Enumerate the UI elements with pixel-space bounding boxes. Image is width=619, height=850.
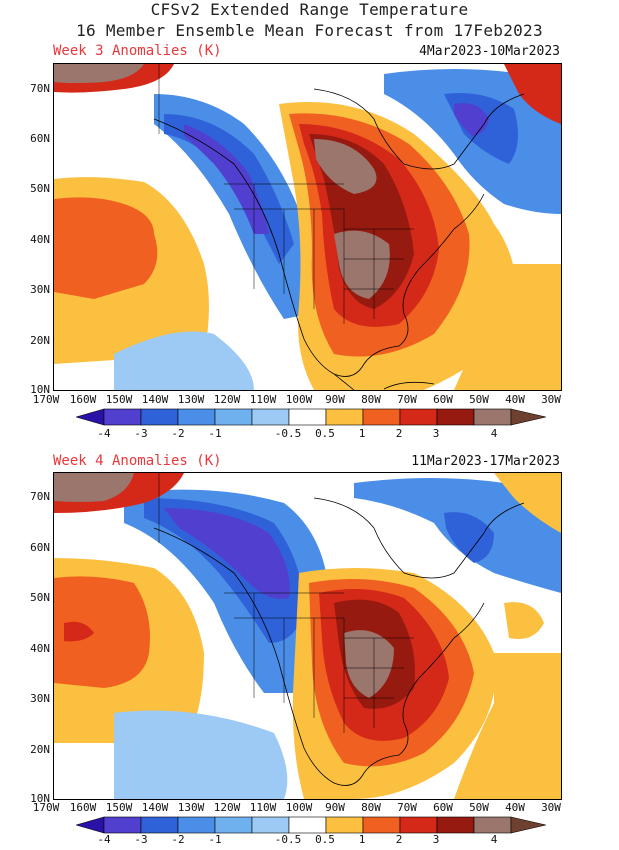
p1-lon-160w: 160W	[69, 393, 97, 406]
p1-lon-150w: 150W	[105, 393, 133, 406]
p1-lon-40w: 40W	[505, 393, 525, 406]
cb2-label-m2: -2	[171, 833, 185, 846]
p2-lat-10n: 10N	[30, 792, 50, 805]
p2-lon-130w: 130W	[177, 801, 205, 814]
panel2-label: Week 4 Anomalies (K)	[53, 453, 222, 469]
p2-lat-40n: 40N	[30, 642, 50, 655]
p1-lon-50w: 50W	[469, 393, 489, 406]
p1-lat-50n: 50N	[30, 182, 50, 195]
p2-lat-50n: 50N	[30, 591, 50, 604]
p2-lat-60n: 60N	[30, 541, 50, 554]
cb2-label-p1: 1	[358, 833, 366, 846]
cb2-label-p4: 4	[490, 833, 498, 846]
p2-lon-50w: 50W	[469, 801, 489, 814]
p1-lon-140w: 140W	[141, 393, 169, 406]
p2-lon-120w: 120W	[213, 801, 241, 814]
p1-lon-170w: 170W	[32, 393, 60, 406]
cb1-label-p4: 4	[490, 427, 498, 440]
cb1-label-p05: 0.5	[315, 427, 335, 440]
p2-lon-170w: 170W	[32, 801, 60, 814]
p1-lon-30w: 30W	[541, 393, 561, 406]
panel1-dates: 4Mar2023-10Mar2023	[419, 44, 560, 59]
p1-lat-30n: 30N	[30, 283, 50, 296]
p1-lat-70n: 70N	[30, 82, 50, 95]
p2-lat-30n: 30N	[30, 692, 50, 705]
p2-lon-160w: 160W	[69, 801, 97, 814]
week3-anomaly-map	[53, 63, 562, 391]
p1-lat-20n: 20N	[30, 334, 50, 347]
p2-lon-100w: 100W	[285, 801, 313, 814]
p1-lat-10n: 10N	[30, 383, 50, 396]
p2-lon-110w: 110W	[249, 801, 277, 814]
panel2-dates: 11Mar2023-17Mar2023	[411, 454, 560, 469]
panel1-label: Week 3 Anomalies (K)	[53, 43, 222, 59]
p2-lon-40w: 40W	[505, 801, 525, 814]
cb2-label-p3: 3	[432, 833, 440, 846]
p2-lat-70n: 70N	[30, 490, 50, 503]
p2-lon-70w: 70W	[397, 801, 417, 814]
p1-lon-100w: 100W	[285, 393, 313, 406]
cb1-label-m05: -0.5	[274, 427, 302, 440]
cb2-label-p05: 0.5	[315, 833, 335, 846]
cb2-label-p2: 2	[395, 833, 403, 846]
p1-lat-40n: 40N	[30, 233, 50, 246]
colorbar-week4	[74, 815, 547, 835]
cb2-label-m1: -1	[208, 833, 222, 846]
cb1-label-m3: -3	[134, 427, 148, 440]
cb1-label-m1: -1	[208, 427, 222, 440]
cb1-label-p3: 3	[432, 427, 440, 440]
p2-lon-60w: 60W	[433, 801, 453, 814]
p1-lon-60w: 60W	[433, 393, 453, 406]
p2-lat-20n: 20N	[30, 743, 50, 756]
p2-lon-90w: 90W	[325, 801, 345, 814]
p1-lon-80w: 80W	[361, 393, 381, 406]
p1-lon-130w: 130W	[177, 393, 205, 406]
p1-lon-120w: 120W	[213, 393, 241, 406]
cb1-label-p1: 1	[358, 427, 366, 440]
p2-lon-30w: 30W	[541, 801, 561, 814]
cb2-label-m4: -4	[97, 833, 111, 846]
week4-anomaly-map	[53, 472, 562, 800]
p2-lon-140w: 140W	[141, 801, 169, 814]
p1-lon-90w: 90W	[325, 393, 345, 406]
p1-lon-70w: 70W	[397, 393, 417, 406]
cb1-label-p2: 2	[395, 427, 403, 440]
p2-lon-150w: 150W	[105, 801, 133, 814]
title-line-2: 16 Member Ensemble Mean Forecast from 17…	[76, 21, 543, 40]
p2-lon-80w: 80W	[361, 801, 381, 814]
cb2-label-m3: -3	[134, 833, 148, 846]
title-line-1: CFSv2 Extended Range Temperature	[150, 0, 469, 19]
cb1-label-m4: -4	[97, 427, 111, 440]
cb1-label-m2: -2	[171, 427, 185, 440]
cb2-label-m05: -0.5	[274, 833, 302, 846]
p1-lat-60n: 60N	[30, 132, 50, 145]
p1-lon-110w: 110W	[249, 393, 277, 406]
colorbar-week3	[74, 407, 547, 427]
